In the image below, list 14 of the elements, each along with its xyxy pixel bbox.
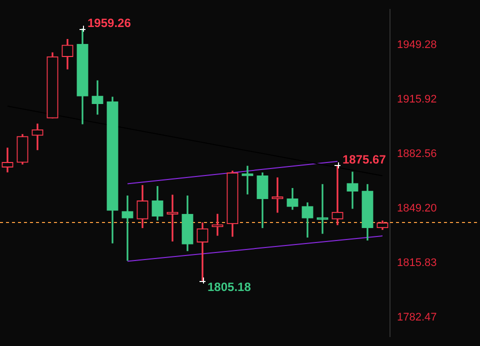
candlestick (316, 184, 328, 234)
y-tick-label: 1849.20 (397, 202, 437, 215)
annotation: 1875.67 (342, 152, 386, 167)
candlestick (346, 172, 358, 209)
candlestick (32, 124, 44, 150)
y-tick-label: 1882.56 (397, 148, 437, 160)
y-tick-label: 1815.83 (397, 257, 437, 270)
candlestick (122, 196, 134, 261)
y-tick-label: 1949.28 (397, 39, 437, 52)
y-tick-label: 1782.47 (397, 312, 437, 324)
annotation: 1959.26 (88, 16, 132, 30)
candlestick (2, 148, 14, 172)
annotation: 1805.18 (208, 280, 252, 294)
y-tick-label: 1915.92 (397, 94, 437, 106)
